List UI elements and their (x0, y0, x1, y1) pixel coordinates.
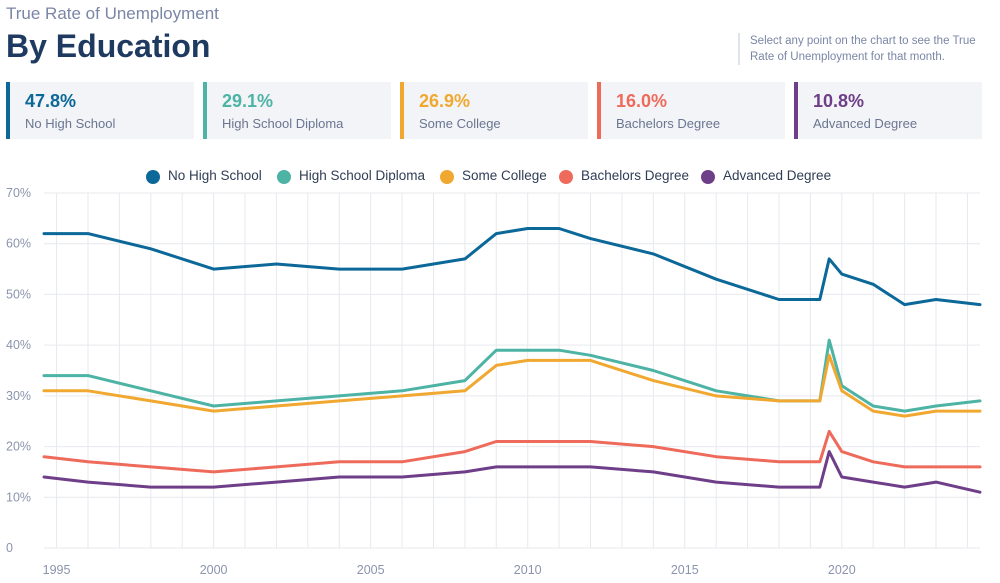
summary-card-no-high-school[interactable]: 47.8% No High School (6, 82, 194, 139)
legend-label: No High School (168, 168, 262, 183)
interaction-hint: Select any point on the chart to see the… (738, 33, 1000, 65)
card-label: Bachelors Degree (616, 116, 721, 131)
card-label: No High School (25, 116, 116, 131)
series-line-advanced-degree[interactable] (42, 450, 982, 494)
summary-card-bachelors-degree[interactable]: 16.0% Bachelors Degree (597, 82, 785, 139)
x-tick-label: 2000 (200, 563, 228, 577)
legend-item-advanced-degree[interactable]: Advanced Degree (701, 168, 832, 184)
legend-dot (440, 170, 454, 184)
legend-dot (277, 170, 291, 184)
chart-legend: No High School High School Diploma Some … (0, 168, 1000, 188)
legend-label: Some College (462, 168, 547, 183)
legend-label: High School Diploma (299, 168, 426, 183)
legend-label: Bachelors Degree (581, 168, 690, 183)
x-tick-label: 1995 (43, 563, 71, 577)
card-value: 29.1% (222, 91, 274, 111)
y-tick-label: 60% (6, 237, 31, 251)
chart-kicker: True Rate of Unemployment (6, 4, 219, 23)
legend-dot (559, 170, 573, 184)
series-line-high-school-diploma[interactable] (42, 338, 982, 413)
legend-dot (701, 170, 715, 184)
legend-label: Advanced Degree (723, 168, 832, 183)
y-tick-label: 10% (6, 490, 31, 504)
series-line-no-high-school[interactable] (42, 227, 982, 307)
card-label: High School Diploma (222, 116, 344, 131)
summary-card-advanced-degree[interactable]: 10.8% Advanced Degree (794, 82, 982, 139)
y-tick-label: 50% (6, 287, 31, 301)
summary-card-high-school-diploma[interactable]: 29.1% High School Diploma (203, 82, 391, 139)
y-tick-label: 30% (6, 389, 31, 403)
chart-title: By Education (6, 28, 211, 64)
legend-item-some-college[interactable]: Some College (440, 168, 547, 184)
summary-cards: 47.8% No High School 29.1% High School D… (6, 82, 986, 139)
card-value: 16.0% (616, 91, 668, 111)
card-label: Some College (419, 116, 501, 131)
series-line-some-college[interactable] (42, 353, 982, 418)
y-tick-label: 0 (6, 541, 13, 555)
card-label: Advanced Degree (813, 116, 918, 131)
x-tick-label: 2015 (671, 563, 699, 577)
x-tick-label: 2020 (828, 563, 856, 577)
card-value: 26.9% (419, 91, 471, 111)
legend-dot (146, 170, 160, 184)
x-tick-label: 2005 (357, 563, 385, 577)
summary-card-some-college[interactable]: 26.9% Some College (400, 82, 588, 139)
legend-item-high-school-diploma[interactable]: High School Diploma (277, 168, 426, 184)
card-value: 10.8% (813, 91, 865, 111)
y-tick-label: 70% (6, 186, 31, 200)
y-tick-label: 40% (6, 338, 31, 352)
card-value: 47.8% (25, 91, 77, 111)
legend-item-no-high-school[interactable]: No High School (146, 168, 262, 184)
y-tick-label: 20% (6, 440, 31, 454)
legend-item-bachelors-degree[interactable]: Bachelors Degree (559, 168, 690, 184)
series-line-bachelors-degree[interactable] (42, 429, 982, 474)
x-tick-label: 2010 (514, 563, 542, 577)
